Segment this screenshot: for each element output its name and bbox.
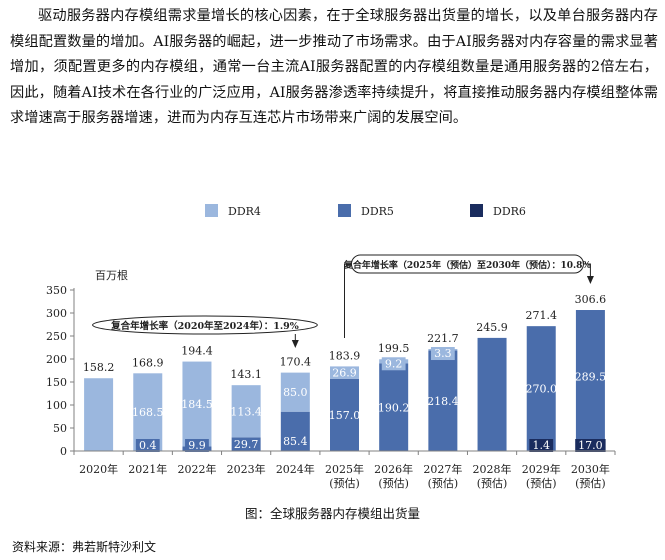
data-label-bg [430, 347, 455, 361]
data-label: 17.0 [578, 439, 603, 452]
legend-swatch [470, 204, 483, 217]
bar-ddr5 [379, 363, 409, 451]
x-tick-label: (预估) [526, 477, 557, 490]
x-tick-label: 2029年 [522, 462, 561, 476]
legend-label: DDR6 [493, 205, 526, 218]
total-label: 199.5 [378, 342, 410, 355]
y-tick-label: 350 [46, 284, 67, 297]
data-label-bg [575, 439, 606, 452]
x-tick-label: 2027年 [423, 462, 462, 476]
y-tick-label: 300 [46, 307, 67, 320]
x-tick-label: 2028年 [473, 462, 512, 476]
data-label: 168.5 [132, 406, 164, 419]
legend-swatch [338, 204, 351, 217]
cagr-bubble-2 [350, 254, 584, 274]
bar-ddr5 [526, 326, 556, 451]
data-label: 157.0 [329, 409, 361, 422]
data-label-bg [381, 357, 406, 371]
total-label: 158.2 [83, 361, 115, 374]
x-tick-label: (预估) [477, 477, 508, 490]
bar-ddr5 [231, 437, 261, 451]
cagr-arrowhead-2 [586, 276, 594, 284]
y-tick-label: 100 [46, 399, 67, 412]
cagr-text-1: 复合年增长率（2020年至2024年）：1.9% [110, 320, 299, 332]
y-tick-label: 250 [46, 330, 67, 343]
data-label: 29.7 [234, 438, 259, 451]
total-label: 194.4 [181, 345, 213, 358]
data-label: 9.9 [188, 439, 206, 452]
x-tick-label: 2022年 [177, 462, 216, 476]
legend-label: DDR4 [228, 205, 261, 218]
y-tick-label: 150 [46, 376, 67, 389]
x-tick-label: (预估) [428, 477, 459, 490]
x-tick-label: (预估) [575, 477, 606, 490]
bar-ddr4 [84, 378, 114, 451]
y-tick-label: 200 [46, 353, 67, 366]
server-memory-module-chart: DDR4 DDR5 DDR6 百万根 0 50 100 150 200 250 300 350 1… [46, 204, 616, 490]
x-tick-label: 2030年 [571, 462, 610, 476]
legend-swatch [205, 204, 218, 217]
figure-caption: 图：全球服务器内存模组出货量 [244, 506, 420, 521]
legend-label: DDR5 [361, 205, 394, 218]
source-note: 资料来源：弗若斯特沙利文 [12, 540, 157, 554]
total-label: 143.1 [230, 368, 262, 381]
data-label: 289.5 [575, 371, 607, 384]
y-axis-unit-label: 百万根 [95, 268, 128, 282]
cagr-arrowhead-1 [291, 340, 299, 348]
x-tick-label: (预估) [378, 477, 409, 490]
bar-ddr5 [477, 337, 507, 451]
bar-ddr5 [280, 411, 310, 451]
cagr-annotations: 复合年增长率（2020年至2024年）：1.9% 复合年增长率（2025年（预估）… [92, 254, 594, 348]
bar-ddr5 [330, 378, 359, 451]
x-tick-label: 2023年 [227, 462, 266, 476]
x-axis: 2020年 2021年 2022年 2023年 2024年 2025年(预估)2026年(… [73, 450, 616, 490]
data-label: 218.4 [427, 395, 459, 408]
bar-ddr4 [182, 361, 212, 447]
data-label-bg [135, 439, 160, 452]
cagr-text-2: 复合年增长率（2025年（预估）至2030年（预估）：10.8% [343, 259, 592, 271]
data-label: 26.9 [332, 367, 357, 380]
chart-legend: DDR4 DDR5 DDR6 [205, 204, 526, 218]
data-labels-group: 158.2 168.5 0.4 168.9 184.5 9.9 194.4 113.4 29.7… [83, 293, 606, 452]
data-label: 113.4 [230, 405, 262, 418]
bar-ddr5 [428, 350, 458, 451]
data-label: 190.2 [378, 401, 410, 414]
y-tick-label: 0 [60, 445, 67, 458]
x-tick-label: (预估) [329, 477, 360, 490]
data-label: 85.4 [283, 435, 308, 448]
total-label: 168.9 [132, 356, 164, 369]
x-tick-label: 2025年 [325, 462, 364, 476]
y-tick-label: 50 [53, 422, 67, 435]
data-label-bg [185, 439, 209, 452]
cagr-bubble-1 [92, 315, 318, 335]
bars-group [84, 310, 605, 452]
bar-ddr4 [231, 385, 261, 438]
x-tick-label: 2026年 [374, 462, 413, 476]
total-label: 271.4 [525, 309, 557, 322]
x-tick-label: 2020年 [79, 462, 118, 476]
total-label: 245.9 [476, 321, 508, 334]
x-tick-label: 2021年 [128, 462, 167, 476]
bar-ddr5 [575, 310, 605, 444]
total-label: 306.6 [575, 293, 607, 306]
data-label: 3.3 [434, 347, 452, 360]
data-label: 9.2 [385, 357, 403, 370]
data-label: 85.0 [283, 386, 308, 399]
intro-paragraph: 驱动服务器内存模组需求量增长的核心因素，在于全球服务器出货量的增长，以及单台服务… [10, 8, 658, 126]
y-axis: 0 50 100 150 200 250 300 350 [46, 284, 75, 458]
bar-ddr4 [330, 366, 359, 379]
total-label: 183.9 [329, 349, 361, 362]
data-label: 270.0 [525, 382, 557, 395]
bar-ddr4 [133, 373, 163, 451]
data-label: 1.4 [532, 439, 550, 452]
data-label-bg [529, 439, 554, 452]
total-label: 221.7 [427, 332, 459, 345]
total-label: 170.4 [280, 356, 312, 369]
data-label: 184.5 [181, 398, 213, 411]
data-label: 0.4 [139, 439, 157, 452]
x-tick-label: 2024年 [276, 462, 315, 476]
bar-ddr4 [280, 372, 310, 412]
